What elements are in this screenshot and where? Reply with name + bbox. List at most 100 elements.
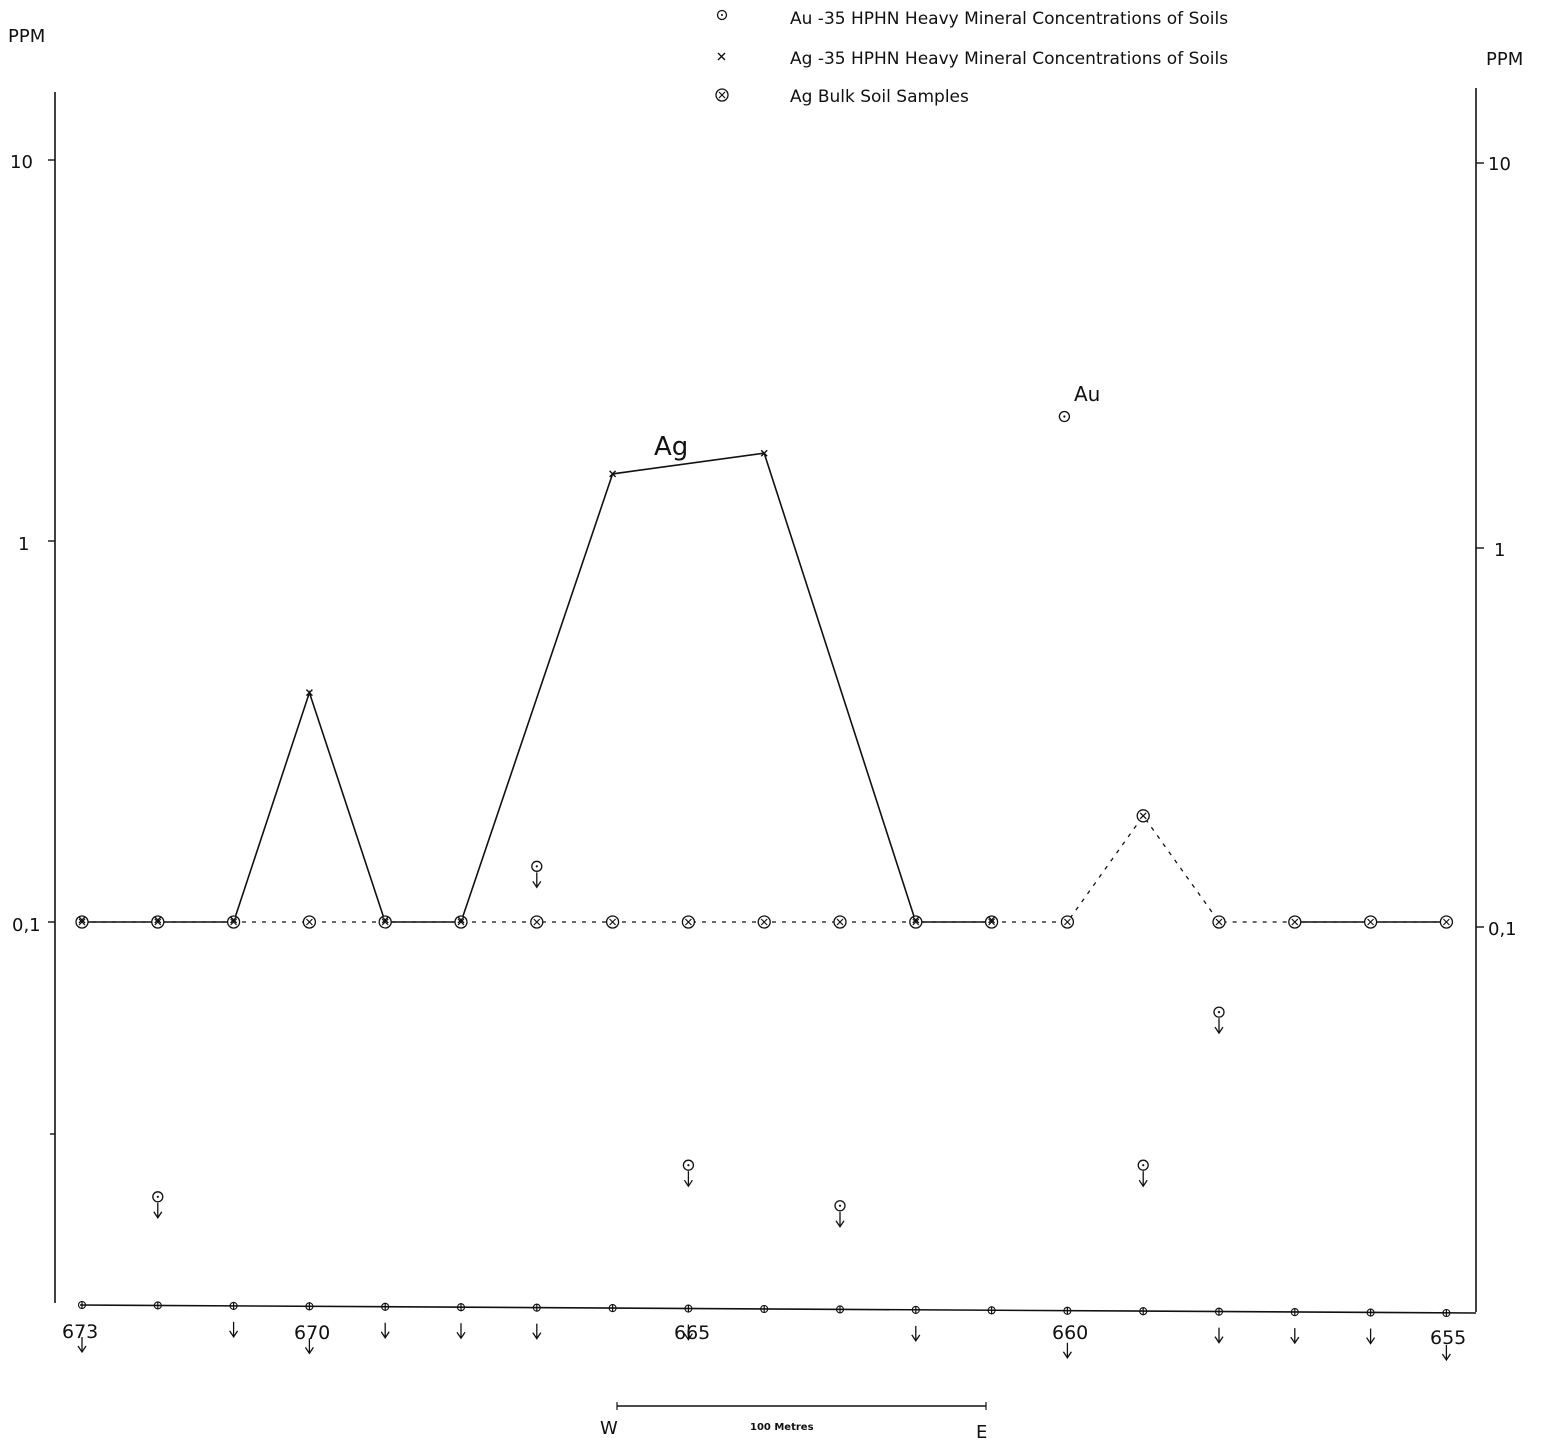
station-marker-673 bbox=[77, 1300, 87, 1310]
point-au-below-667 bbox=[531, 860, 543, 872]
below-axis-arrow-655 bbox=[1441, 1345, 1451, 1362]
scale-bar-label: 100 Metres bbox=[750, 1422, 814, 1433]
station-label-665: 665 bbox=[674, 1322, 710, 1344]
legend-label-au: Au -35 HPHN Heavy Mineral Concentrations… bbox=[790, 9, 1228, 29]
arrow-au-below-672 bbox=[153, 1202, 163, 1219]
below-axis-arrow-667 bbox=[532, 1323, 542, 1340]
point-ag-bulk-655 bbox=[1439, 915, 1454, 929]
point-ag-bulk-669 bbox=[378, 915, 392, 929]
legend-label-ag-hmc: Ag -35 HPHN Heavy Mineral Concentrations… bbox=[790, 49, 1228, 69]
left-tick-label-1: 1 bbox=[18, 534, 29, 555]
series-label-au: Au bbox=[1074, 382, 1100, 406]
point-ag-hmc-668 bbox=[457, 916, 465, 924]
below-axis-arrow-669 bbox=[380, 1322, 390, 1339]
legend-symbol-ag-bulk bbox=[715, 88, 729, 102]
station-marker-661 bbox=[987, 1306, 996, 1315]
station-marker-670 bbox=[305, 1302, 314, 1311]
point-ag-hmc-670 bbox=[305, 689, 313, 697]
point-ag-bulk-659 bbox=[1136, 809, 1150, 823]
station-label-655: 655 bbox=[1430, 1327, 1466, 1349]
right-tick-label-10: 10 bbox=[1488, 154, 1511, 175]
x-station-ticks bbox=[77, 1300, 1451, 1318]
right-tick-label-0-1: 0,1 bbox=[1488, 919, 1517, 940]
x-station-labels: 673 670 665 660 655 bbox=[62, 1321, 1466, 1349]
station-marker-662 bbox=[911, 1305, 920, 1314]
point-ag-hmc-664 bbox=[760, 449, 768, 457]
station-marker-664 bbox=[760, 1304, 769, 1314]
left-axis-unit: PPM bbox=[8, 26, 45, 47]
axes bbox=[54, 88, 1477, 1314]
point-au-below-659 bbox=[1137, 1159, 1149, 1171]
station-marker-659 bbox=[1139, 1307, 1148, 1316]
station-label-660: 660 bbox=[1052, 1322, 1088, 1344]
arrow-au-below-659 bbox=[1138, 1171, 1148, 1188]
right-tick-label-1: 1 bbox=[1494, 540, 1505, 561]
series-layer bbox=[75, 410, 1454, 1228]
right-axis-ticks: 10 1 0,1 bbox=[1476, 154, 1517, 940]
legend-symbol-au bbox=[716, 9, 728, 21]
below-axis-arrow-662 bbox=[911, 1325, 921, 1343]
below-axis-arrow-665 bbox=[683, 1324, 693, 1341]
below-axis-arrow-671 bbox=[229, 1321, 239, 1339]
legend-label-ag-bulk: Ag Bulk Soil Samples bbox=[790, 87, 969, 107]
series-line-ag-bulk bbox=[82, 814, 1447, 923]
point-ag-hmc-673 bbox=[78, 916, 86, 924]
station-label-670: 670 bbox=[294, 1322, 330, 1344]
station-marker-658 bbox=[1214, 1307, 1224, 1316]
point-ag-bulk-657 bbox=[1288, 915, 1302, 929]
point-ag-bulk-665 bbox=[681, 915, 696, 929]
station-marker-671 bbox=[229, 1301, 238, 1310]
below-axis-arrow-670 bbox=[304, 1338, 314, 1355]
point-ag-hmc-666 bbox=[609, 470, 617, 478]
station-marker-655 bbox=[1442, 1308, 1451, 1318]
point-ag-bulk-658 bbox=[1212, 915, 1226, 929]
point-ag-bulk-671 bbox=[226, 915, 241, 929]
point-ag-bulk-662 bbox=[909, 915, 923, 929]
point-ag-bulk-670 bbox=[302, 915, 317, 929]
point-au-below-658 bbox=[1213, 1006, 1225, 1018]
point-ag-bulk-666 bbox=[605, 915, 620, 929]
below-axis-arrow-657 bbox=[1290, 1328, 1300, 1345]
below-axis-arrow-660 bbox=[1062, 1342, 1072, 1359]
scale-bar-east: E bbox=[976, 1422, 987, 1442]
station-marker-656 bbox=[1366, 1308, 1375, 1317]
below-axis-arrow-668 bbox=[456, 1323, 466, 1340]
left-axis-ticks: 10 1 0,1 bbox=[10, 152, 55, 1135]
point-au-below-665 bbox=[682, 1159, 695, 1171]
station-marker-672 bbox=[153, 1301, 162, 1310]
arrow-au-below-665 bbox=[683, 1171, 693, 1188]
point-ag-hmc-671 bbox=[230, 916, 238, 924]
station-marker-663 bbox=[835, 1305, 845, 1314]
legend-symbol-ag-hmc bbox=[717, 52, 726, 61]
arrow-au-below-658 bbox=[1214, 1018, 1224, 1035]
point-au-below-663 bbox=[834, 1200, 846, 1212]
below-axis-arrow-656 bbox=[1366, 1328, 1376, 1345]
station-marker-657 bbox=[1290, 1308, 1299, 1317]
station-marker-667 bbox=[532, 1303, 541, 1312]
legend: Au -35 HPHN Heavy Mineral Concentrations… bbox=[715, 9, 1228, 107]
series-line-ag-hmc bbox=[82, 452, 992, 923]
point-au-below-672 bbox=[152, 1191, 164, 1203]
point-au-660 bbox=[1058, 410, 1071, 423]
station-marker-666 bbox=[608, 1304, 617, 1313]
station-marker-665 bbox=[684, 1304, 693, 1313]
series-label-ag: Ag bbox=[654, 432, 688, 462]
right-axis-unit: PPM bbox=[1486, 49, 1523, 70]
point-ag-hmc-662 bbox=[912, 916, 920, 924]
left-tick-label-0-1: 0,1 bbox=[12, 915, 41, 936]
point-ag-bulk-656 bbox=[1363, 915, 1378, 929]
point-ag-bulk-667 bbox=[530, 915, 544, 929]
station-marker-660 bbox=[1063, 1306, 1072, 1315]
station-marker-668 bbox=[456, 1303, 466, 1312]
point-ag-hmc-672 bbox=[154, 916, 162, 924]
station-marker-669 bbox=[381, 1302, 390, 1311]
arrow-au-below-663 bbox=[835, 1211, 845, 1228]
point-ag-bulk-661 bbox=[984, 915, 999, 929]
station-label-673: 673 bbox=[62, 1321, 98, 1343]
below-detection-arrows bbox=[77, 1321, 1451, 1362]
point-ag-bulk-668 bbox=[454, 915, 468, 929]
scale-bar: 100 Metres W E bbox=[600, 1402, 987, 1442]
point-ag-hmc-661 bbox=[988, 916, 996, 924]
point-ag-bulk-660 bbox=[1060, 915, 1075, 929]
